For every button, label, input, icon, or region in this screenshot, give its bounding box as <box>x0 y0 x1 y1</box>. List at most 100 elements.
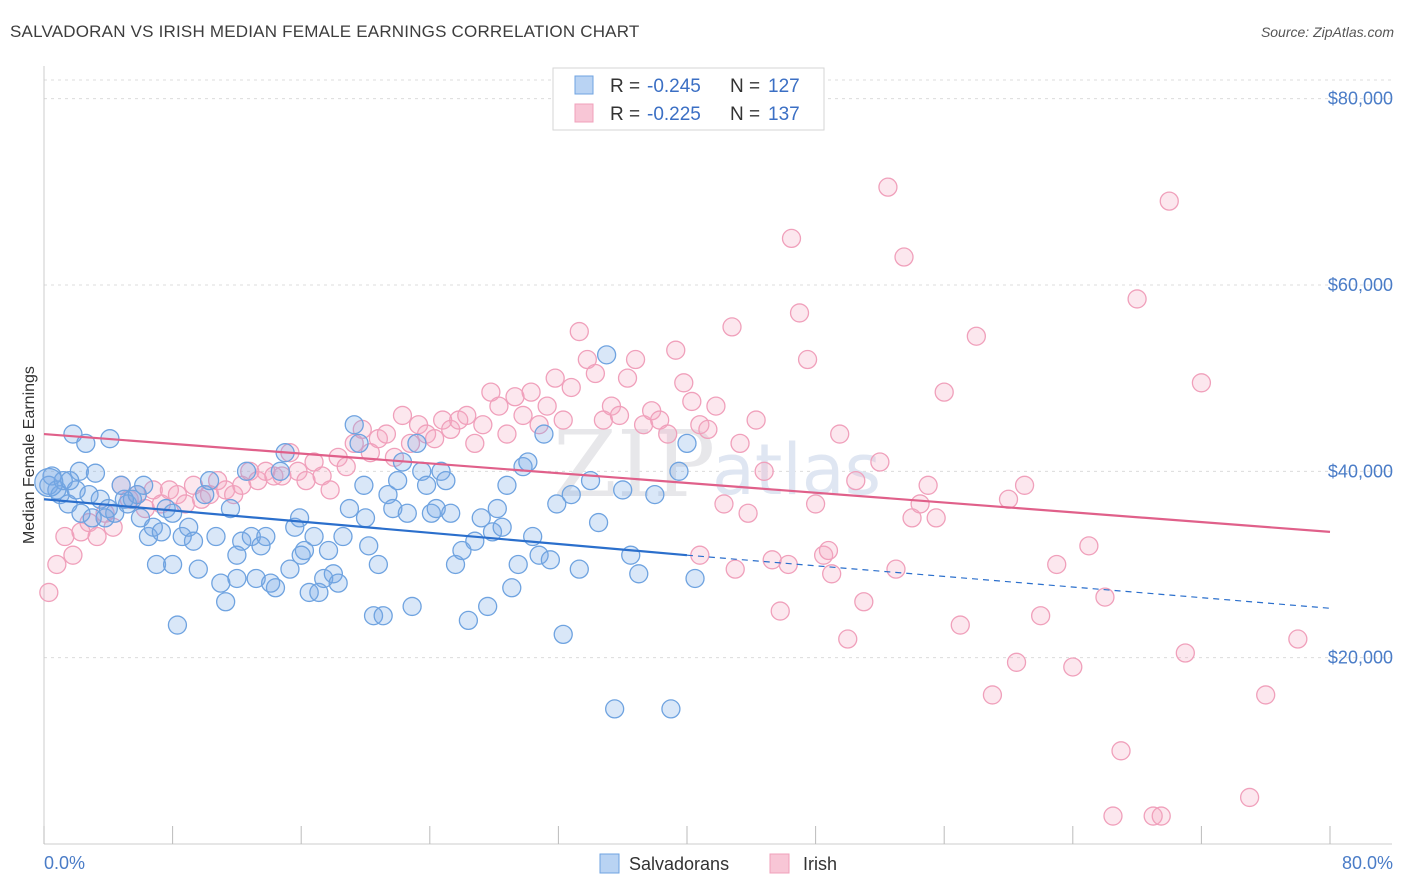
irish-point <box>39 582 59 603</box>
salvadoran-point <box>199 470 220 491</box>
salvadoran-point <box>60 470 80 491</box>
irish-point <box>738 503 758 523</box>
watermark: ZIP atlas <box>553 411 881 518</box>
salvadoran-point <box>529 545 549 565</box>
salvadoran-point <box>291 545 311 565</box>
irish-point <box>1103 806 1123 826</box>
salvadoran-point <box>518 452 538 472</box>
salvadoran-point <box>328 573 348 593</box>
salvadoran-point <box>82 508 102 528</box>
salvadoran-trend-extension <box>686 554 1331 609</box>
salvadoran-point <box>227 568 247 589</box>
salvadoran-point <box>285 517 305 537</box>
irish-point <box>950 615 970 635</box>
irish-point <box>513 405 533 426</box>
salvadoran-point <box>265 578 286 598</box>
irish-point <box>1006 652 1027 672</box>
salvadoran-point <box>407 433 427 454</box>
salvadoran-point <box>114 489 135 509</box>
salvadoran-point <box>206 526 226 547</box>
irish-point <box>722 317 742 337</box>
salvadoran-point <box>85 463 106 483</box>
irish-point <box>854 592 874 612</box>
salvadoran-point <box>436 470 456 491</box>
irish-point <box>926 508 946 528</box>
salvadoran-point <box>478 596 498 617</box>
salvadoran-point <box>629 564 649 584</box>
irish-point <box>1159 191 1179 211</box>
irish-point <box>529 415 549 435</box>
salvadoran-point <box>553 624 573 645</box>
legend-r-label-1: R = <box>610 76 640 97</box>
y-tick-labels: $20,000 $40,000 $60,000 $80,000 <box>1328 89 1393 668</box>
salvadoran-point <box>162 554 183 575</box>
irish-point <box>376 424 397 444</box>
legend-r-label-2: R = <box>610 104 640 125</box>
salvadoran-point <box>482 522 503 542</box>
legend-swatch-salvadorans <box>574 75 594 95</box>
irish-point <box>666 340 686 360</box>
irish-point <box>617 368 638 388</box>
salvadoran-point <box>508 554 528 575</box>
salvadoran-point <box>441 503 461 523</box>
irish-point <box>473 415 493 435</box>
salvadoran-point <box>669 461 689 481</box>
salvadoran-point <box>344 415 364 435</box>
irish-point <box>1143 806 1163 826</box>
salvadoran-point <box>458 610 479 631</box>
irish-point <box>1047 554 1067 575</box>
salvadoran-point <box>402 596 422 617</box>
irish-point <box>797 349 818 370</box>
legend-r-value-1: -0.245 <box>647 76 701 97</box>
irish-point <box>585 363 606 384</box>
irish-point <box>1031 606 1051 626</box>
salvadoran-point <box>596 345 617 365</box>
irish-point <box>320 480 340 500</box>
salvadoran-point <box>304 526 324 547</box>
irish-point <box>465 433 485 454</box>
irish-point <box>822 564 842 584</box>
salvadoran-point <box>561 484 581 505</box>
salvadoran-trend-line <box>43 498 688 557</box>
irish-point <box>1191 373 1212 393</box>
irish-point <box>878 177 898 197</box>
salvadoran-point <box>349 433 369 454</box>
legend-n-label-2: N = <box>730 104 760 125</box>
salvadoran-point <box>227 545 247 565</box>
salvadoran-point <box>188 559 208 579</box>
irish-point <box>609 405 630 426</box>
bottom-legend: Salvadorans Irish <box>599 853 837 874</box>
irish-point <box>625 349 646 370</box>
chart-title: SALVADORAN VS IRISH MEDIAN FEMALE EARNIN… <box>10 22 640 41</box>
salvadoran-point <box>502 578 522 598</box>
salvadoran-point <box>34 467 64 498</box>
irish-point <box>658 424 678 444</box>
salvadoran-point <box>487 498 507 519</box>
irish-point <box>714 494 734 514</box>
irish-point <box>569 321 589 342</box>
irish-point <box>805 494 826 514</box>
salvadoran-point <box>270 461 290 481</box>
watermark-atlas: atlas <box>712 429 881 511</box>
salvadoran-point <box>645 484 665 505</box>
salvadoran-point <box>167 615 188 635</box>
salvadoran-point <box>220 498 241 519</box>
bottom-legend-irish: Irish <box>803 854 837 874</box>
top-legend: R = -0.245 N = 127 R = -0.225 N = 137 <box>552 67 825 131</box>
salvadoran-point <box>497 475 517 495</box>
salvadoran-point <box>354 475 374 495</box>
legend-r-value-2: -0.225 <box>647 104 701 125</box>
irish-point <box>537 396 557 416</box>
irish-point <box>706 396 726 416</box>
irish-point <box>698 419 718 440</box>
legend-n-label-1: N = <box>730 76 760 97</box>
salvadoran-point <box>151 522 171 542</box>
salvadoran-point <box>685 568 705 589</box>
irish-point <box>63 545 83 565</box>
salvadoran-point <box>256 526 276 547</box>
legend-swatch-irish <box>574 103 594 123</box>
irish-point <box>392 405 413 426</box>
irish-point <box>47 554 67 575</box>
watermark-zip: ZIP <box>553 411 715 518</box>
irish-point <box>830 424 850 444</box>
